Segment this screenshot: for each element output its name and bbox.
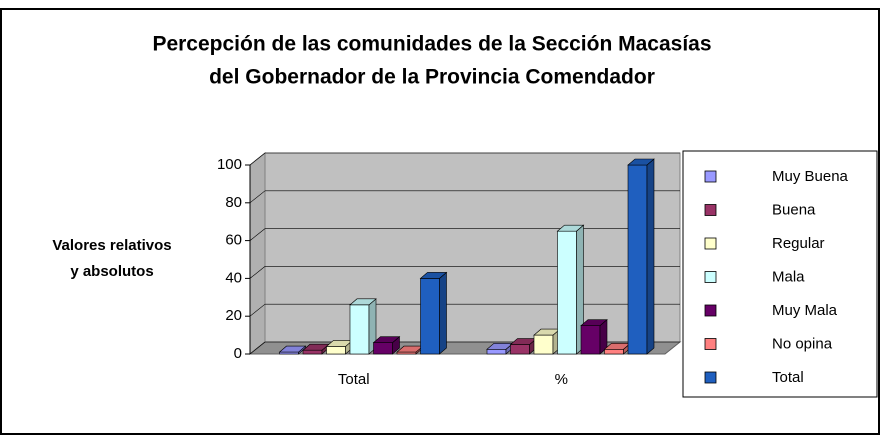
bar-side xyxy=(646,158,655,355)
grid-line xyxy=(249,303,266,317)
grid-line xyxy=(249,190,266,204)
bar-top xyxy=(349,298,377,306)
bar-top xyxy=(627,158,655,166)
legend-marker xyxy=(704,204,717,216)
legend-label: Mala xyxy=(772,268,805,285)
legend-label: Total xyxy=(772,369,804,386)
y-tick-label: 80 xyxy=(225,194,242,211)
chart-title: del Gobernador de la Provincia Comendado… xyxy=(209,66,655,89)
y-tick-label: 20 xyxy=(225,307,242,324)
bar-front xyxy=(580,325,601,355)
legend-label: Muy Buena xyxy=(772,168,849,185)
y-axis-label: y absolutos xyxy=(70,263,153,280)
x-tick-label: % xyxy=(555,371,568,388)
back-wall xyxy=(264,152,681,343)
chart-title: Percepción de las comunidades de la Secc… xyxy=(152,33,711,56)
y-axis-label: Valores relativos xyxy=(52,237,171,254)
side-wall xyxy=(249,151,266,356)
bar-front xyxy=(604,348,624,355)
bar-front xyxy=(302,349,323,355)
bar-top xyxy=(278,345,307,353)
bar-top xyxy=(556,224,585,232)
x-tick-label: Total xyxy=(338,371,370,388)
bar-front xyxy=(486,348,507,355)
bar-front xyxy=(557,230,577,355)
y-tick-label: 100 xyxy=(217,156,242,173)
y-tick-label: 40 xyxy=(225,269,242,286)
legend-label: Buena xyxy=(772,201,816,218)
bar-front xyxy=(627,164,648,355)
bar-front xyxy=(510,344,530,355)
bar-front xyxy=(420,278,440,355)
y-tick-label: 60 xyxy=(225,232,242,249)
bar-top xyxy=(419,272,448,279)
legend-label: Muy Mala xyxy=(772,302,838,319)
bar-front xyxy=(533,334,554,355)
bar-top xyxy=(580,319,608,326)
legend-marker xyxy=(704,170,717,183)
grid-line xyxy=(249,341,266,355)
bar-side xyxy=(439,271,447,355)
bar-top xyxy=(372,336,401,343)
legend-marker xyxy=(704,338,717,350)
grid-line xyxy=(249,266,266,279)
bar-front xyxy=(349,304,370,355)
legend-marker xyxy=(704,304,717,317)
legend-label: No opina xyxy=(772,335,833,352)
legend-marker xyxy=(704,237,717,250)
legend-marker xyxy=(704,371,717,384)
legend-label: Regular xyxy=(772,235,825,252)
grid-line xyxy=(249,228,266,241)
bar-front xyxy=(326,346,346,355)
bar-front xyxy=(373,342,393,355)
y-tick-label: 0 xyxy=(234,345,242,362)
legend-marker xyxy=(704,271,717,283)
grid-line xyxy=(249,152,266,166)
